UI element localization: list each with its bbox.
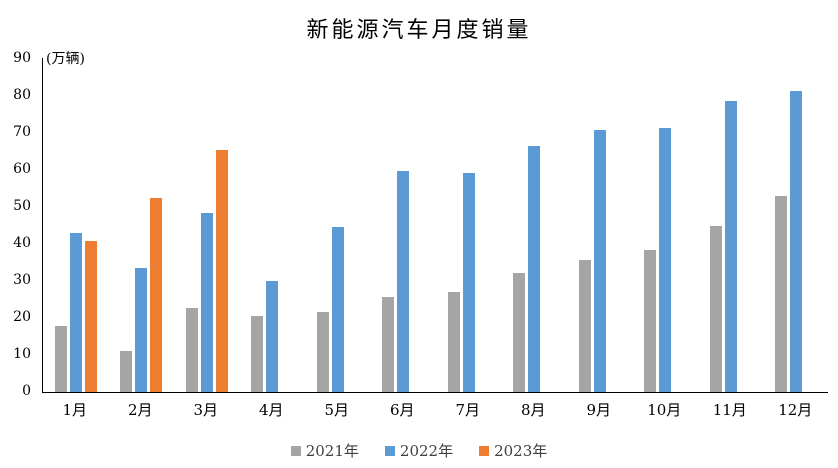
- bar: [382, 297, 395, 392]
- legend-swatch: [384, 445, 395, 456]
- bar: [266, 281, 279, 392]
- y-axis-tick-label: 70: [13, 124, 31, 140]
- bar: [513, 273, 526, 392]
- y-axis-tick-label: 90: [13, 50, 31, 66]
- y-axis: 0 10 20 30 40 50 60 70 80 90: [0, 50, 35, 399]
- y-axis-tick-label: 20: [13, 309, 31, 325]
- bar: [790, 90, 803, 392]
- bar: [316, 311, 329, 392]
- y-axis-tick-label: 60: [13, 161, 31, 177]
- bar: [200, 212, 213, 392]
- bar: [69, 232, 82, 392]
- bar: [84, 241, 97, 392]
- x-axis-tick-label: 1月: [62, 401, 88, 419]
- x-axis-tick-label: 2月: [127, 401, 153, 419]
- chart-title: 新能源汽车月度销量: [306, 18, 532, 43]
- bar: [659, 127, 672, 392]
- bar: [462, 172, 475, 392]
- bar: [120, 351, 133, 392]
- bar: [724, 101, 737, 392]
- bar: [251, 315, 264, 392]
- x-axis-tick-label: 7月: [455, 401, 481, 419]
- bar: [150, 197, 163, 392]
- plot-area: [42, 58, 828, 393]
- legend: 2021年 2022年 2023年: [0, 440, 838, 461]
- legend-label: 2022年: [399, 442, 454, 460]
- y-axis-tick-label: 10: [13, 346, 31, 362]
- x-axis-tick-label: 10月: [647, 401, 682, 419]
- legend-item: 2022年: [384, 440, 454, 461]
- bar: [447, 291, 460, 392]
- bar: [215, 150, 228, 392]
- x-axis-tick-label: 11月: [712, 401, 747, 419]
- legend-swatch: [479, 445, 490, 456]
- y-axis-unit-label: (万辆): [46, 51, 85, 67]
- x-axis-tick-label: 3月: [193, 401, 219, 419]
- legend-swatch: [290, 445, 301, 456]
- bars-layer: [43, 58, 828, 392]
- legend-label: 2023年: [494, 442, 548, 460]
- x-axis-tick-label: 8月: [520, 401, 546, 419]
- x-axis-tick-label: 6月: [389, 401, 415, 419]
- bar: [331, 226, 344, 392]
- y-axis-tick-label: 80: [13, 87, 31, 103]
- y-axis-tick-label: 50: [13, 198, 31, 214]
- bar: [709, 225, 722, 392]
- bar: [644, 250, 657, 392]
- y-axis-tick-label: 30: [13, 272, 31, 288]
- bar: [528, 145, 541, 392]
- bar: [397, 171, 410, 392]
- bar: [135, 268, 148, 392]
- bar: [578, 259, 591, 392]
- y-axis-tick-label: 40: [13, 235, 31, 251]
- x-axis-tick-label: 9月: [586, 401, 612, 419]
- bar: [593, 130, 606, 392]
- bar: [54, 325, 67, 392]
- bar: [775, 195, 788, 392]
- legend-item: 2023年: [479, 440, 547, 461]
- x-axis: 1月 2月 3月 4月 5月 6月 7月 8月 9月 10月 11月 12月: [42, 399, 828, 421]
- y-axis-tick-label: 0: [22, 383, 31, 399]
- legend-item: 2021年: [290, 440, 359, 461]
- x-axis-tick-label: 4月: [258, 401, 284, 419]
- legend-label: 2021年: [305, 442, 359, 460]
- x-axis-tick-label: 12月: [778, 401, 813, 419]
- bar: [185, 308, 198, 392]
- x-axis-tick-label: 5月: [324, 401, 350, 419]
